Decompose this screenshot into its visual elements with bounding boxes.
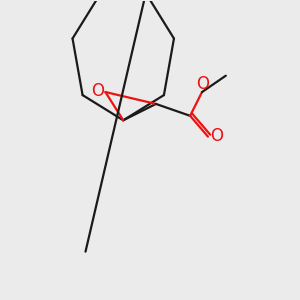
Text: O: O [196,75,209,93]
Text: O: O [210,127,223,145]
Text: O: O [92,82,104,100]
